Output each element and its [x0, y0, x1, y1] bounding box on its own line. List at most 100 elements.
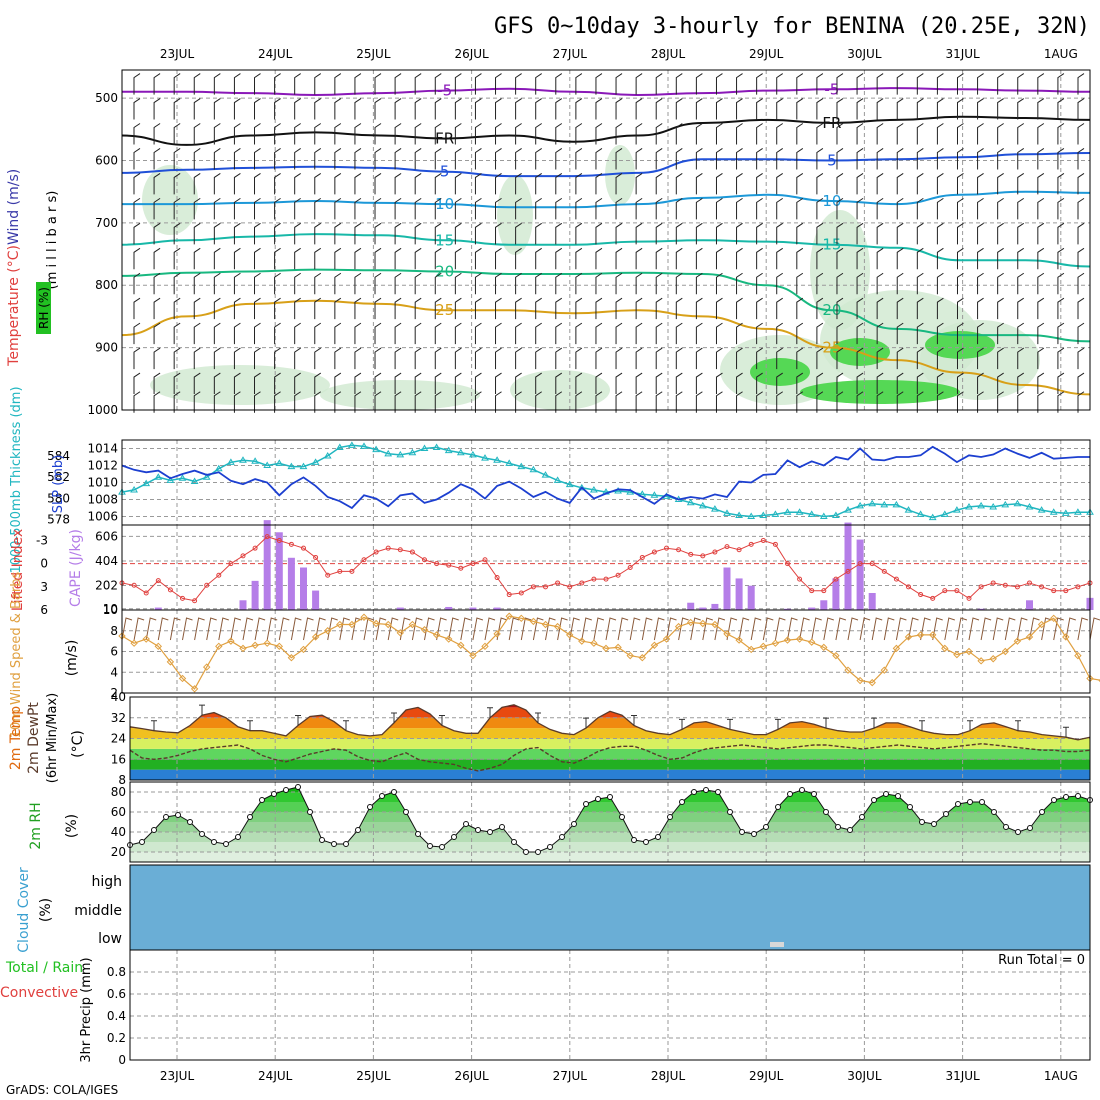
wind-speed-point [529, 617, 538, 626]
wind-barb [736, 98, 743, 120]
wind-barb [254, 322, 261, 345]
wind-barb [715, 347, 723, 370]
wind-barb [515, 347, 522, 370]
lifted-index-point [192, 598, 198, 604]
surface-wind-barb [774, 617, 786, 641]
rh-point [499, 824, 505, 830]
thickness-point [154, 473, 163, 480]
rh-point [727, 809, 733, 815]
wind-barb [595, 247, 603, 270]
wind-barb [896, 247, 904, 270]
wind-barb [314, 222, 322, 245]
wind-barb [916, 123, 924, 145]
wind-barb [956, 391, 964, 413]
wind-barb [394, 322, 402, 345]
wind-speed-point [432, 631, 441, 639]
wind-barb [515, 297, 522, 320]
wind-barb [414, 372, 422, 395]
wind-barb [1057, 322, 1065, 345]
wind-barb [213, 73, 221, 95]
date-tick: 27JUL [553, 47, 588, 61]
wind-barb [274, 148, 281, 170]
wind-barb [936, 391, 944, 413]
surface-wind-barb [448, 617, 459, 641]
wind-barb [233, 272, 241, 295]
wind-barb [1037, 347, 1045, 370]
wind-barb [916, 172, 924, 195]
rh-point [1027, 825, 1033, 831]
rh-point [391, 789, 397, 795]
wind-barb [675, 347, 683, 370]
wind-barb [173, 148, 181, 170]
wind-barb [916, 73, 924, 95]
label-wind10m-unit: (m/s) [64, 640, 80, 677]
wind-barb [474, 222, 482, 245]
wind-barb [1077, 347, 1085, 370]
cape-bar [977, 608, 985, 610]
temp-tick: 32 [111, 711, 126, 725]
wind-barb [213, 123, 221, 145]
wind-barb [233, 222, 241, 245]
wind-barb [434, 372, 442, 395]
lifted-index-point [1027, 580, 1032, 586]
wind-barb [856, 347, 864, 370]
lifted-index-point [325, 572, 331, 578]
wind-barb [515, 148, 522, 170]
wind-barb [997, 272, 1004, 295]
thickness-point [844, 506, 852, 513]
rh-point [403, 809, 409, 815]
wind-barb [334, 73, 342, 95]
wind-barb [1017, 98, 1025, 120]
wind-barb [474, 272, 482, 295]
wind-barb [796, 172, 804, 195]
wind-barb [394, 222, 402, 245]
rh-point [535, 849, 541, 855]
wind-barb [916, 222, 924, 245]
lifted-index-point [555, 580, 561, 586]
wind-barb [1017, 123, 1025, 145]
wind-speed-point [662, 635, 671, 643]
rh-point [739, 829, 745, 835]
wind-barb [675, 322, 683, 345]
lifted-index-point [676, 547, 682, 553]
wind-barb [856, 391, 864, 413]
slp-line [121, 445, 1090, 510]
lifted-index-point [167, 587, 173, 593]
wind-barb [575, 197, 583, 220]
lifted-index-point [494, 575, 500, 581]
footer: GrADS: COLA/IGES [6, 1083, 118, 1097]
wind-barb [856, 197, 864, 220]
wind-speed-point [578, 637, 586, 645]
wind-barb [133, 197, 141, 220]
lifted-index-point [881, 568, 887, 574]
wind-barb [916, 98, 924, 120]
wind-barb [896, 222, 904, 245]
wind-barb [1037, 123, 1045, 145]
rh-point [847, 827, 853, 833]
wind-barb [515, 372, 522, 395]
wind-barb [936, 73, 944, 95]
rh-point [1015, 829, 1021, 835]
wind-barb [274, 247, 281, 270]
wind-barb [454, 197, 462, 220]
thickness-point [1013, 499, 1022, 507]
surface-wind-barb [472, 617, 484, 641]
thickness-point [505, 459, 514, 466]
wind-barb [736, 222, 743, 245]
lifted-index-point [893, 576, 899, 582]
wind-barb [816, 123, 824, 145]
wind-barb [896, 172, 904, 195]
wind-barb [434, 322, 442, 345]
wind-barb [836, 98, 844, 120]
thickness-point [650, 491, 659, 498]
rh-band [130, 822, 1090, 832]
cape-bar [747, 585, 755, 610]
rh-point [427, 843, 433, 849]
thickness-point [214, 464, 223, 472]
wind-barb [1017, 247, 1025, 270]
wind-barb [715, 197, 723, 220]
wind-speed-point [844, 666, 852, 674]
panel-frame [129, 696, 1091, 781]
wind-barb [675, 222, 683, 245]
lifted-index-point [942, 588, 948, 594]
